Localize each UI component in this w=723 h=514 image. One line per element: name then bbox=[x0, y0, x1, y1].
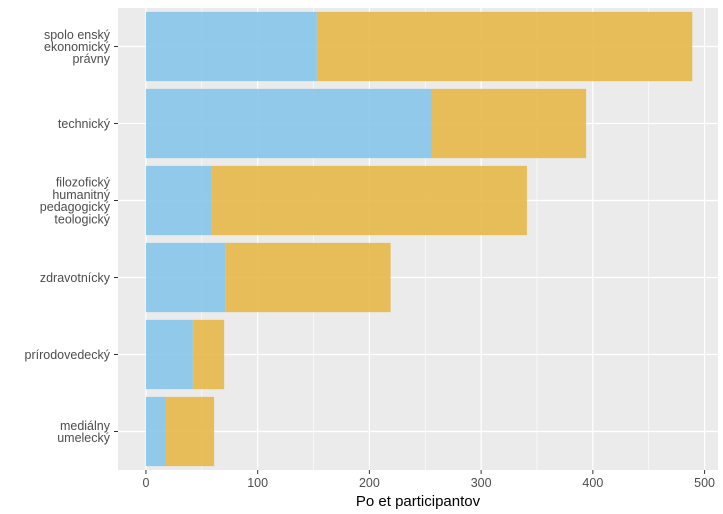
plot-panel bbox=[118, 8, 718, 470]
bar-segment-1 bbox=[145, 165, 212, 236]
bar-segment-2 bbox=[211, 165, 527, 236]
bar-segment-1 bbox=[145, 242, 226, 313]
y-tick-label-line: spolo enský bbox=[44, 28, 111, 42]
bar-segment-2 bbox=[192, 319, 225, 390]
y-tick-label: mediálny umelecký bbox=[57, 419, 111, 445]
y-tick-label-line: teologický bbox=[54, 212, 110, 226]
x-axis-title: Po et participantov bbox=[356, 493, 481, 510]
y-tick-label-line: technický bbox=[58, 117, 111, 131]
y-tick-label-line: právny bbox=[72, 52, 110, 66]
y-tick-label: filozofický humanitný pedagogický teologick… bbox=[40, 176, 111, 227]
bars bbox=[145, 11, 693, 467]
y-tick-label-line: mediálny bbox=[60, 419, 111, 433]
bar-segment-1 bbox=[145, 319, 193, 390]
bar-segment-1 bbox=[145, 11, 317, 82]
bar-segment-2 bbox=[316, 11, 693, 82]
y-tick-label: prírodovedecký bbox=[25, 348, 111, 362]
y-tick-label: spolo enský ekonomický právny bbox=[44, 28, 111, 66]
y-tick-label-line: umelecký bbox=[57, 431, 111, 445]
bar-segment-2 bbox=[166, 396, 215, 467]
x-tick-label: 300 bbox=[471, 476, 492, 490]
y-tick-label: technický bbox=[58, 117, 111, 131]
y-tick-label-line: filozofický bbox=[56, 176, 111, 190]
y-axis: spolo enský ekonomický právny technický filo… bbox=[25, 28, 118, 445]
x-tick-label: 200 bbox=[359, 476, 380, 490]
x-tick-label: 100 bbox=[247, 476, 268, 490]
bar-segment-1 bbox=[145, 88, 432, 159]
x-axis: 0 100 200 300 400 500 bbox=[142, 470, 715, 490]
y-tick-label-line: ekonomický bbox=[44, 40, 111, 54]
x-tick-label: 400 bbox=[582, 476, 603, 490]
y-tick-label-line: humanitný bbox=[52, 188, 110, 202]
x-tick-label: 500 bbox=[694, 476, 715, 490]
bar-segment-2 bbox=[431, 88, 587, 159]
bar-segment-2 bbox=[225, 242, 391, 313]
x-tick-label: 0 bbox=[142, 476, 149, 490]
bar-segment-1 bbox=[145, 396, 167, 467]
y-tick-label-line: prírodovedecký bbox=[25, 348, 111, 362]
y-tick-label-line: pedagogický bbox=[40, 200, 111, 214]
y-tick-label-line: zdravotnícky bbox=[40, 271, 111, 285]
y-tick-label: zdravotnícky bbox=[40, 271, 111, 285]
